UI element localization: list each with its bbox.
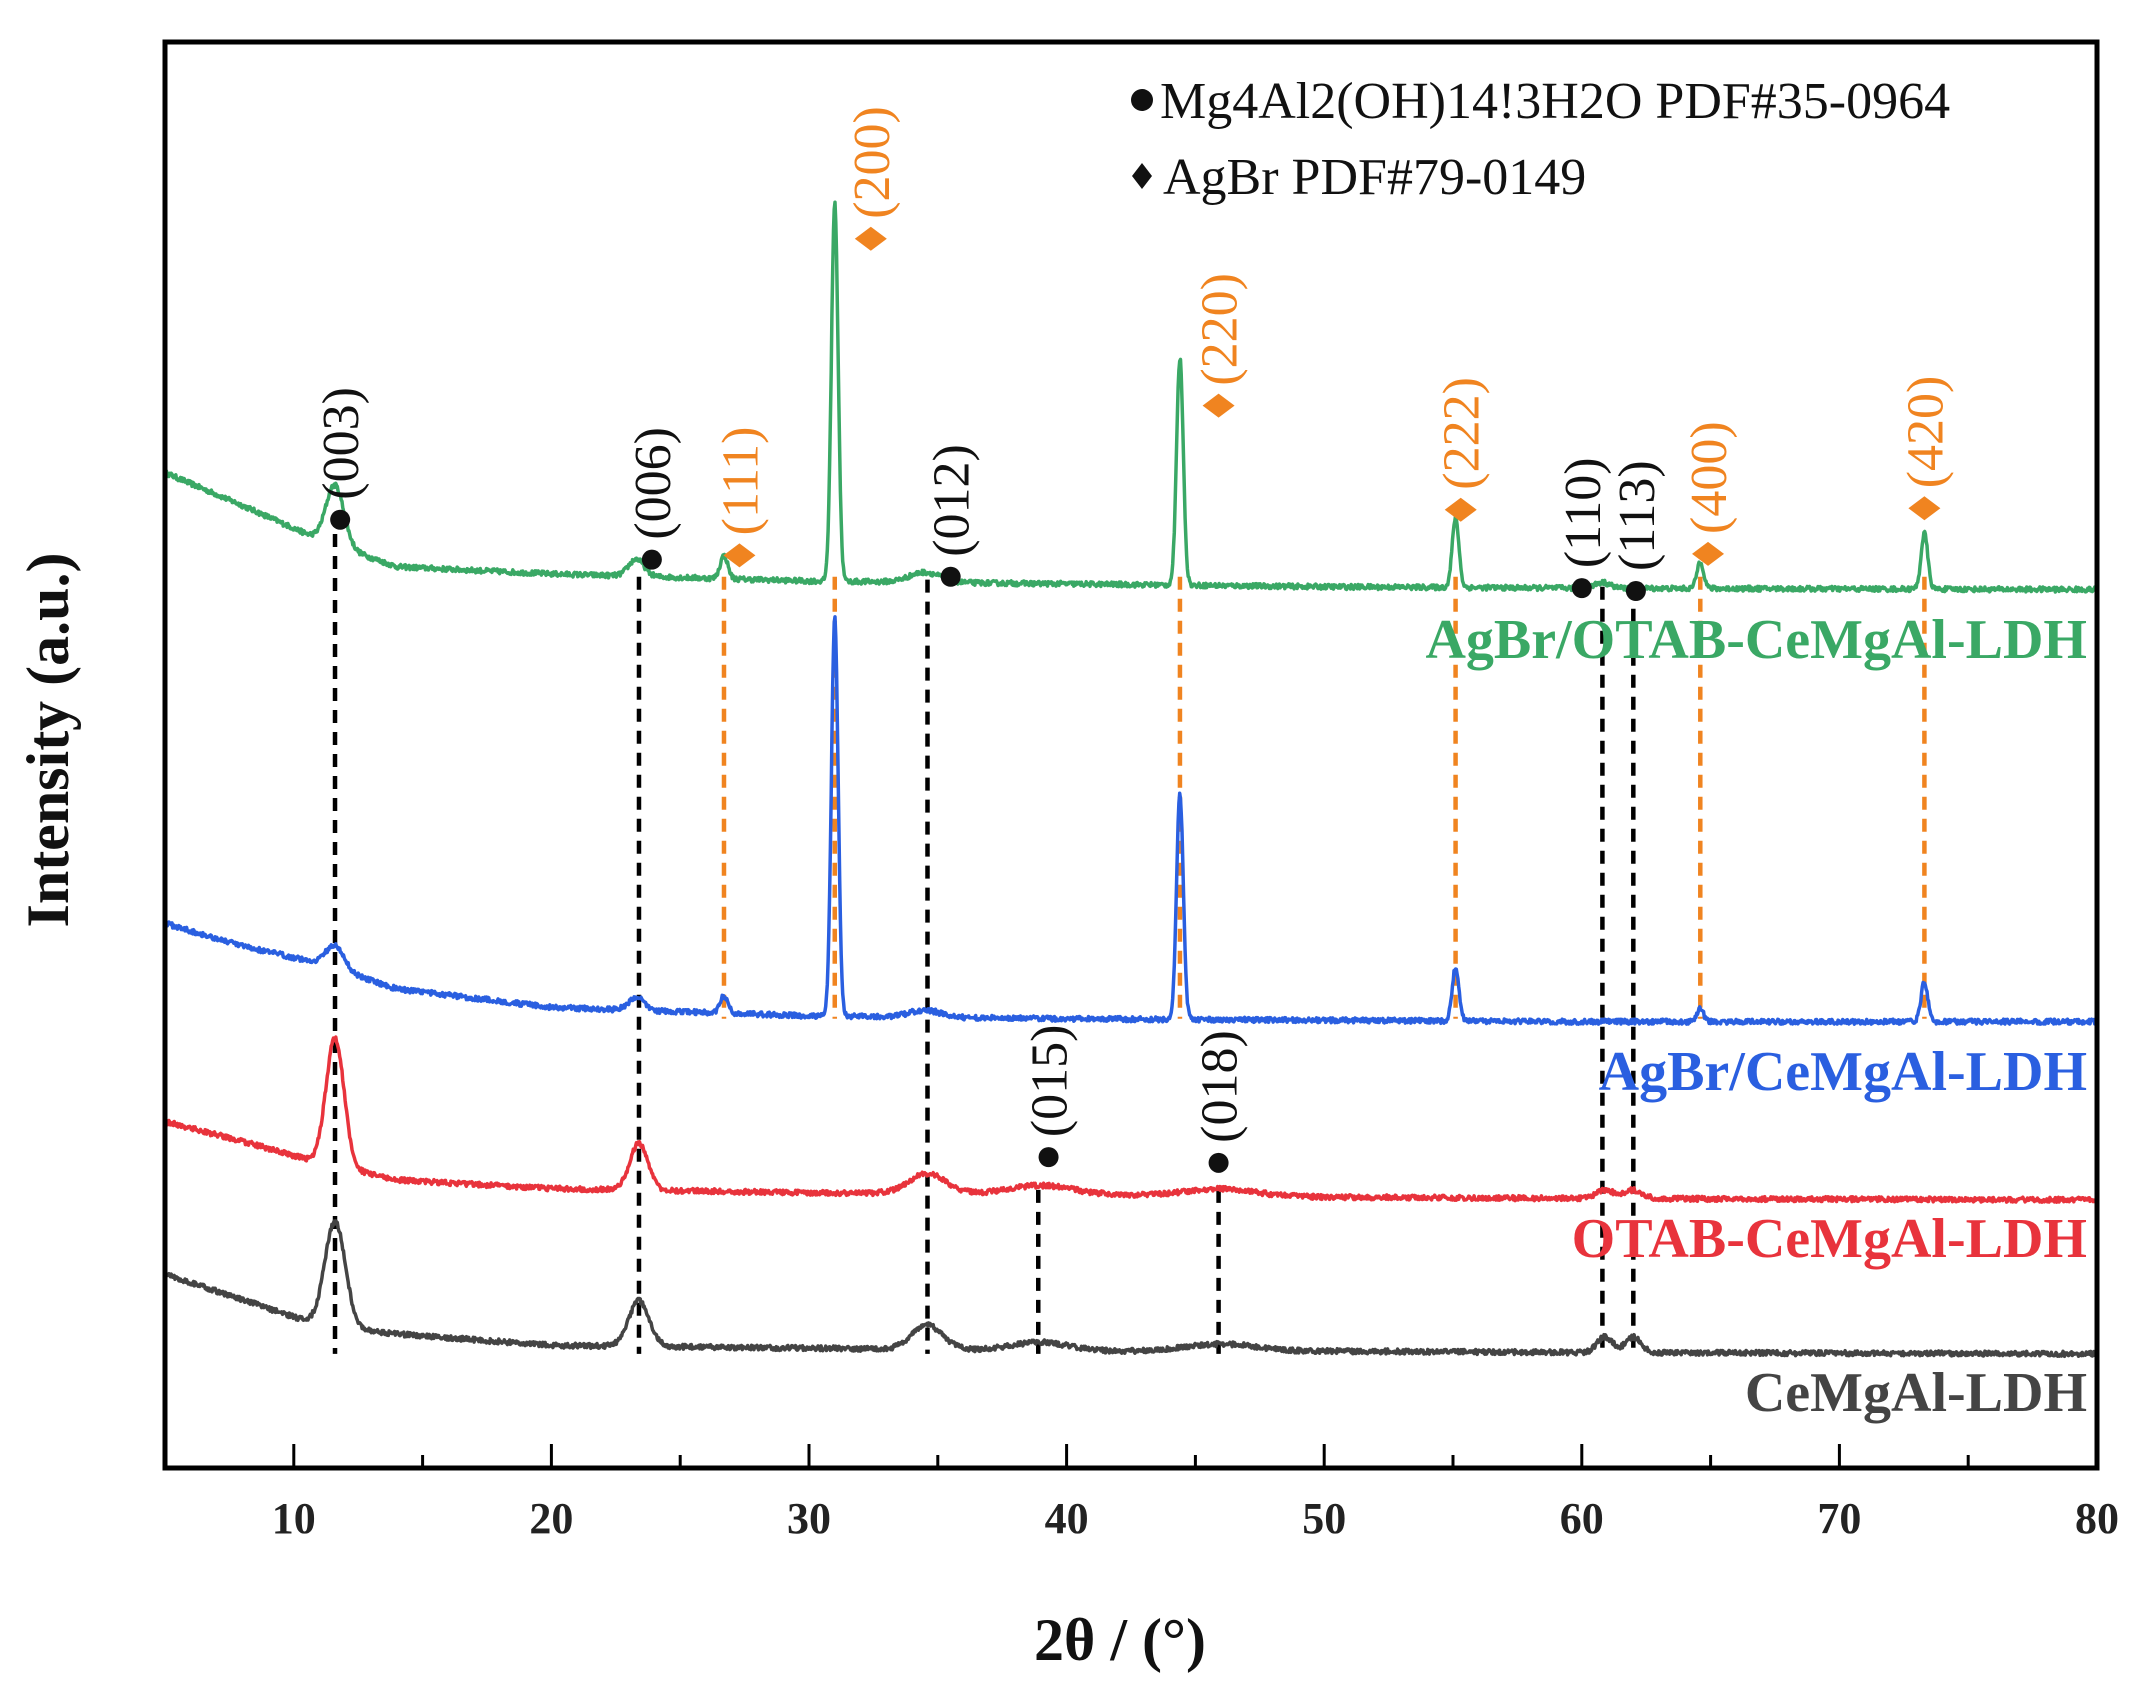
- legend: Mg4Al2(OH)14!3H2O PDF#35-0964 AgBr PDF#7…: [1131, 73, 1950, 206]
- agbr-diamond-marker: [1908, 496, 1941, 521]
- ldh-circle-marker: [1208, 1152, 1229, 1173]
- hkl-label: (400): [1681, 421, 1738, 534]
- x-tick-label: 50: [1302, 1494, 1346, 1543]
- hkl-label: (220): [1192, 273, 1249, 386]
- series-cemgal-ldh: [163, 1219, 2099, 1359]
- series-label-agbr-cemgal-ldh: AgBr/CeMgAl-LDH: [1599, 1041, 2087, 1103]
- y-axis-title: Intensity (a.u.): [15, 552, 81, 927]
- plot-frame: [162, 39, 2100, 1471]
- hkl-label: (420): [1897, 376, 1954, 489]
- hkl-label: (200): [844, 106, 901, 219]
- series-agbr-otab-cemgal-ldh: [163, 200, 2099, 594]
- agbr-diamond-marker: [1692, 541, 1725, 566]
- x-tick-label: 40: [1045, 1494, 1089, 1543]
- hkl-label: (018): [1192, 1030, 1249, 1143]
- hkl-label: (111): [712, 427, 769, 536]
- x-tick-label: 20: [529, 1494, 573, 1543]
- hkl-label: (003): [313, 387, 370, 500]
- ldh-circle-marker: [330, 509, 351, 530]
- hkl-label: (012): [924, 444, 981, 557]
- hkl-label: (113): [1609, 460, 1666, 571]
- ldh-circle-marker: [940, 566, 961, 587]
- x-tick-label: 80: [2075, 1494, 2119, 1543]
- legend-text-ldh: Mg4Al2(OH)14!3H2O PDF#35-0964: [1160, 73, 1950, 130]
- ldh-circle-marker: [1038, 1147, 1059, 1168]
- series-lines: [163, 200, 2099, 1359]
- series-labels: AgBr/OTAB-CeMgAl-LDH AgBr/CeMgAl-LDH OTAB-…: [1425, 609, 2087, 1424]
- x-axis-title: 2θ / (°): [1034, 1607, 1206, 1673]
- x-tick-label: 60: [1560, 1494, 1604, 1543]
- x-axis: 10 20 30 40 50 60 70 80: [163, 1444, 2119, 1543]
- ldh-circle-marker: [1625, 581, 1646, 602]
- series-otab-cemgal-ldh: [163, 1035, 2099, 1204]
- hkl-label: (015): [1022, 1024, 1079, 1137]
- series-agbr-cemgal-ldh: [163, 615, 2099, 1026]
- legend-circle-icon: [1131, 89, 1153, 111]
- legend-diamond-icon: [1132, 163, 1152, 189]
- series-label-otab-cemgal-ldh: OTAB-CeMgAl-LDH: [1572, 1208, 2087, 1270]
- hkl-label: (110): [1555, 457, 1612, 568]
- legend-text-agbr: AgBr PDF#79-0149: [1163, 149, 1586, 206]
- series-label-agbr-otab-cemgal-ldh: AgBr/OTAB-CeMgAl-LDH: [1425, 609, 2087, 671]
- x-tick-label: 30: [787, 1494, 831, 1543]
- legend-entry-ldh: Mg4Al2(OH)14!3H2O PDF#35-0964: [1131, 73, 1950, 130]
- ldh-circle-marker: [641, 549, 662, 570]
- x-tick-label: 10: [272, 1494, 316, 1543]
- agbr-diamond-marker: [1444, 497, 1477, 522]
- series-label-cemgal-ldh: CeMgAl-LDH: [1745, 1362, 2087, 1424]
- legend-entry-agbr: AgBr PDF#79-0149: [1132, 149, 1586, 206]
- x-tick-label: 70: [1817, 1494, 1861, 1543]
- hkl-label: (222): [1434, 377, 1491, 490]
- agbr-diamond-marker: [723, 543, 756, 568]
- peak-markers: [330, 226, 1941, 1173]
- agbr-diamond-marker: [854, 226, 887, 251]
- peak-annotations: (003) (006) (111) (200) (012) (220) (015) (018)…: [313, 106, 1954, 1143]
- ldh-circle-marker: [1571, 578, 1592, 599]
- hkl-label: (006): [625, 427, 682, 540]
- agbr-diamond-marker: [1202, 393, 1235, 418]
